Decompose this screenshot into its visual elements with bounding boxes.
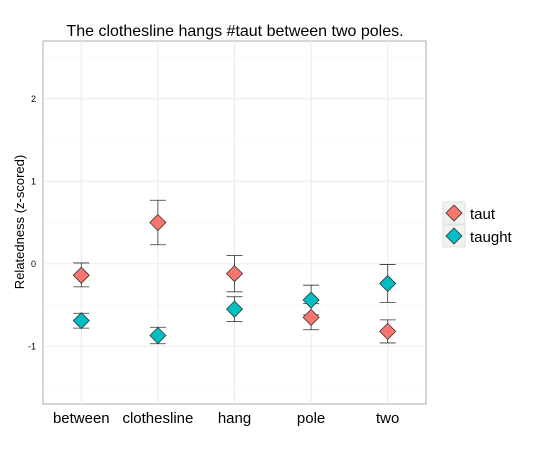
x-tick-label: pole (297, 410, 325, 427)
y-tick-label: 2 (31, 94, 36, 104)
legend-key-taut (445, 204, 463, 222)
legend-label: taught (470, 229, 513, 246)
y-axis-label: Relatedness (z-scored) (12, 155, 27, 289)
legend-label: taut (470, 206, 496, 223)
data-marks (72, 199, 397, 345)
point-taught (149, 326, 167, 345)
point-taut (225, 265, 244, 283)
x-tick-label: clothesline (122, 410, 193, 427)
x-tick-label: two (376, 410, 399, 427)
y-axis-ticks: -1 0 1 2 (28, 94, 36, 352)
grid (43, 41, 426, 404)
x-axis-ticks: between clothesline hang pole two (53, 410, 399, 427)
x-tick-label: between (53, 410, 110, 427)
y-tick-label: -1 (28, 341, 36, 351)
point-taut (302, 308, 320, 326)
point-taught (72, 312, 90, 330)
point-taut (379, 322, 397, 340)
y-tick-label: 0 (31, 259, 36, 269)
legend-key-taught (445, 227, 463, 245)
point-taut (149, 213, 167, 232)
x-tick-label: hang (218, 410, 251, 427)
point-taught (225, 300, 244, 318)
point-taut (72, 266, 90, 284)
point-taught (302, 291, 320, 309)
chart-title: The clothesline hangs #taut between two … (66, 23, 403, 40)
y-tick-label: 1 (31, 176, 36, 186)
point-taught (379, 274, 397, 293)
legend: taut taught (442, 201, 513, 248)
